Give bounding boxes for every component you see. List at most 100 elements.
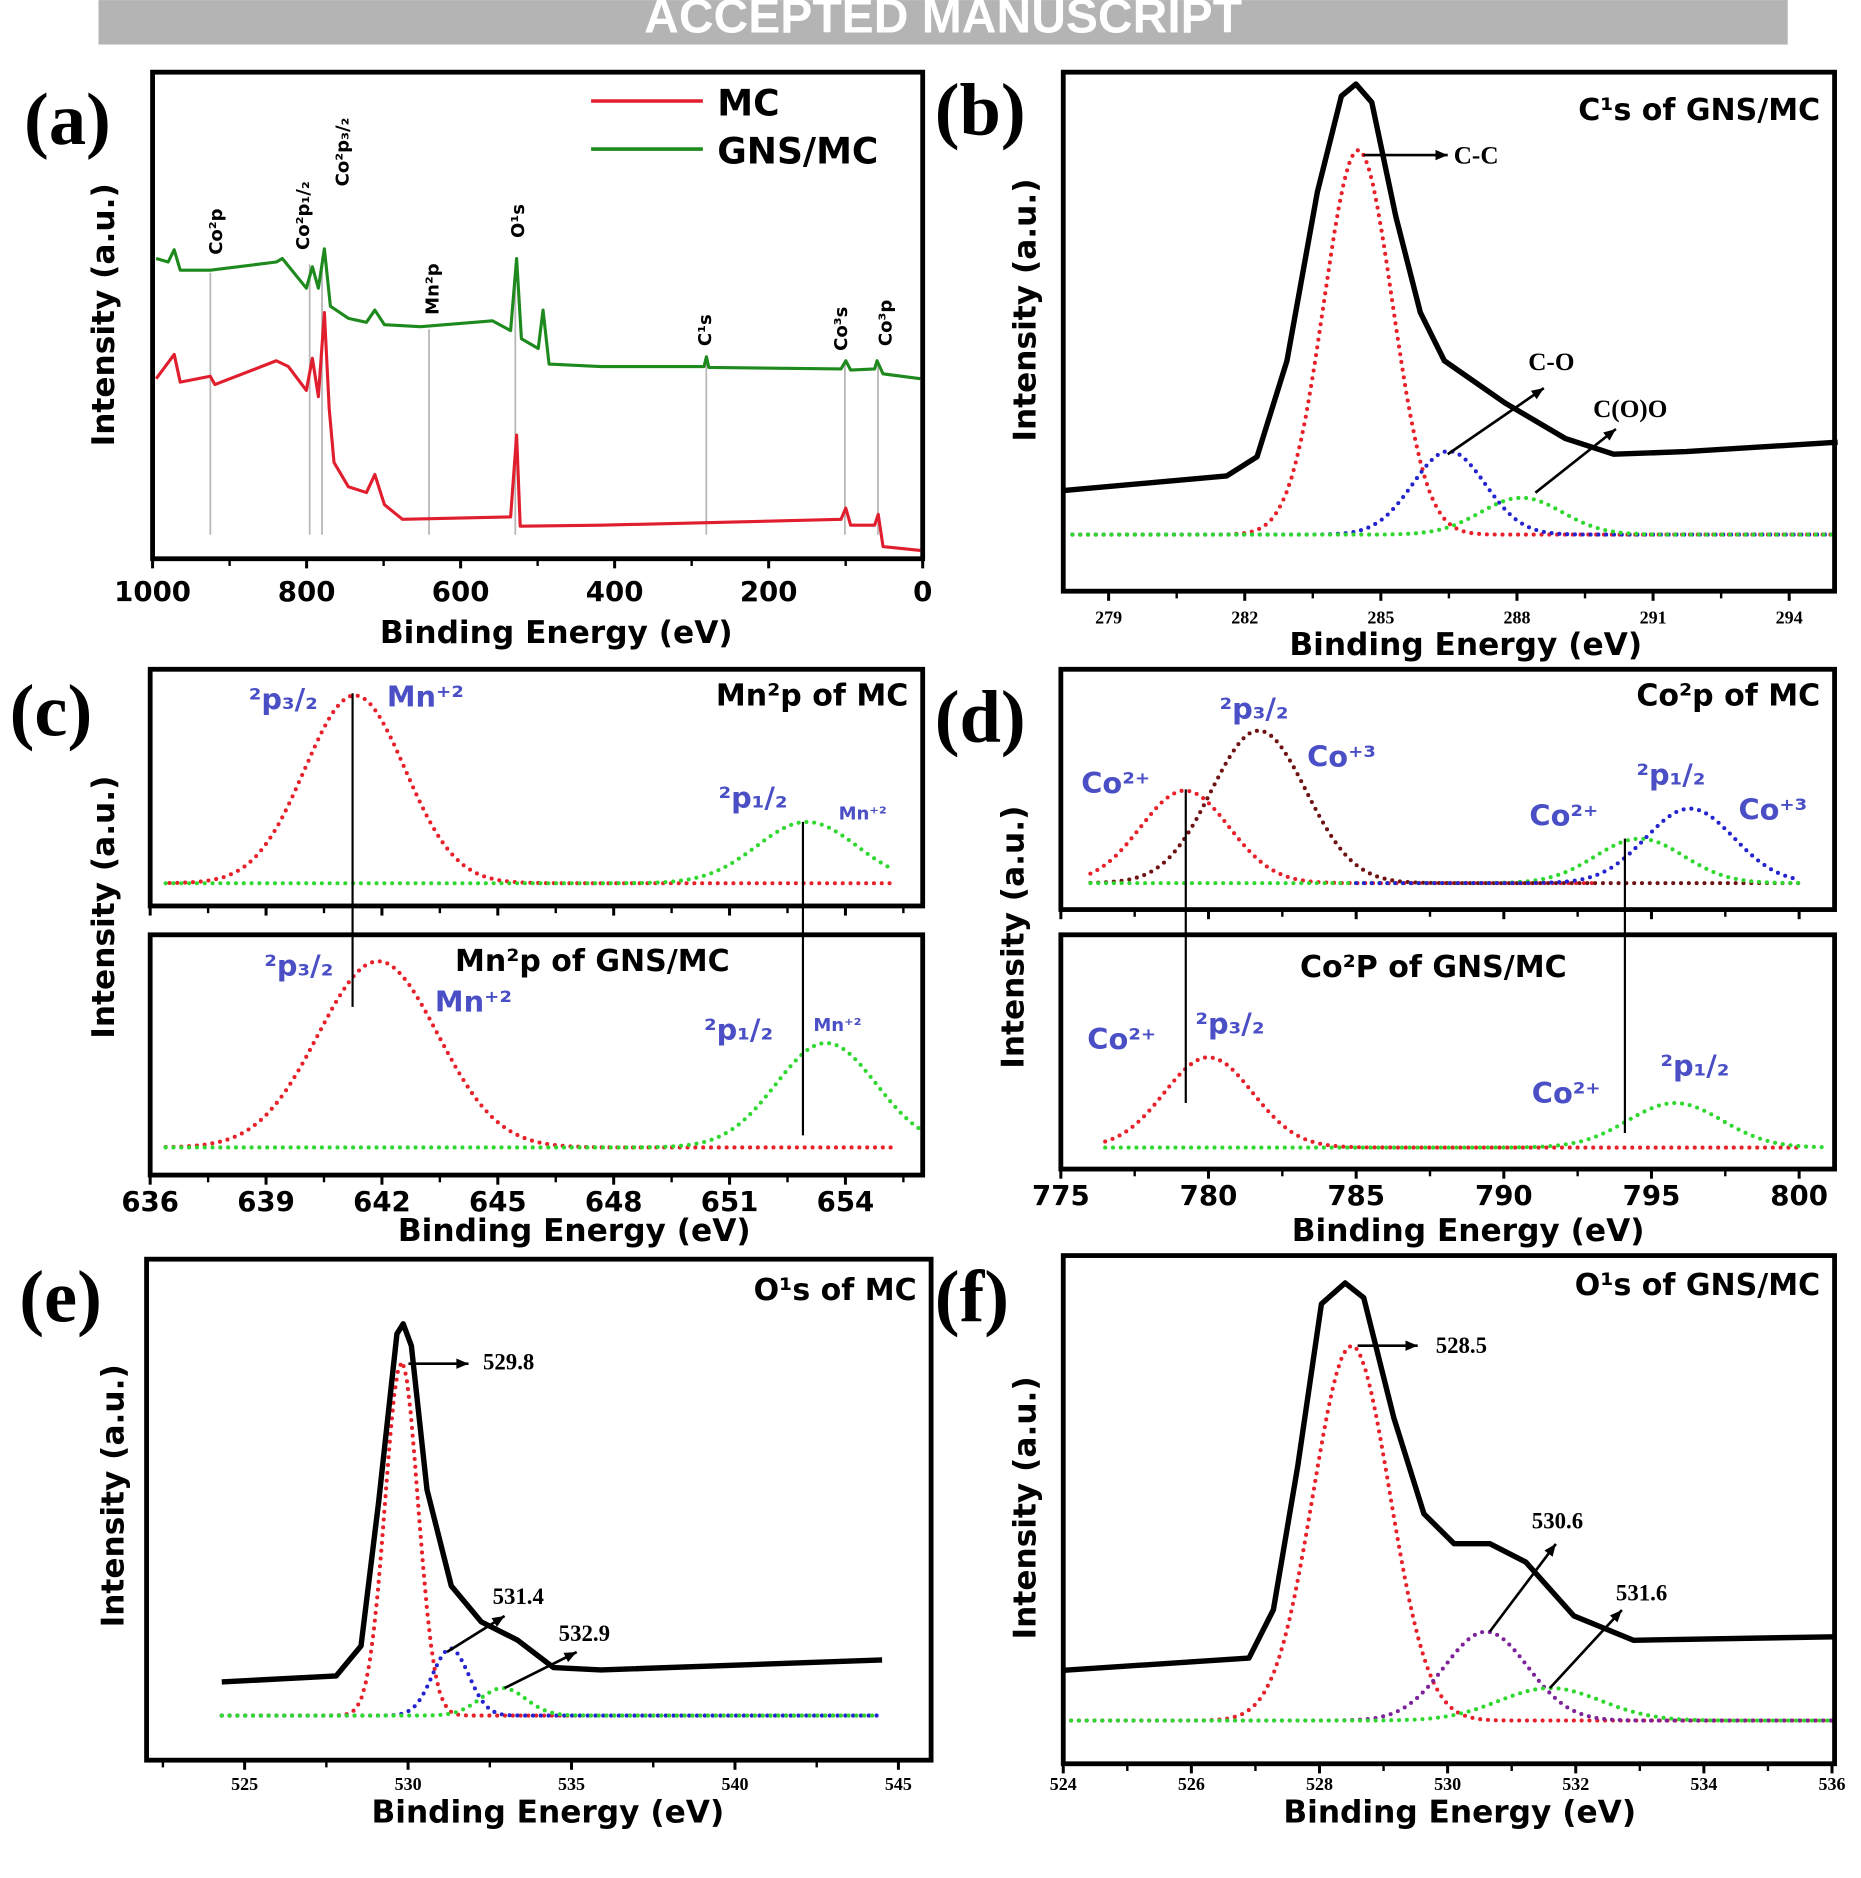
envelope-curve bbox=[1063, 81, 1838, 494]
annotation-arrow bbox=[1446, 387, 1545, 456]
y-axis-label: Intensity (a.u.) bbox=[86, 183, 122, 446]
x-tick-label: 639 bbox=[237, 1185, 295, 1218]
state-label: ²p₁/₂ bbox=[718, 780, 787, 814]
state-label: ²p₁/₂ bbox=[1660, 1048, 1729, 1082]
legend-label: MC bbox=[717, 83, 779, 124]
x-tick-label: 200 bbox=[740, 575, 798, 608]
peak-label: Co²p₁/₂ bbox=[293, 181, 314, 250]
state-label: ²p₁/₂ bbox=[1636, 758, 1705, 792]
x-tick-label: 285 bbox=[1367, 608, 1394, 628]
x-tick-label: 800 bbox=[1770, 1179, 1828, 1212]
component-0-dotted-curve bbox=[167, 693, 894, 886]
x-axis-label: Binding Energy (eV) bbox=[1292, 1213, 1645, 1249]
component-label: 531.4 bbox=[493, 1584, 544, 1609]
annotation-arrow bbox=[1534, 427, 1617, 494]
component-label: 530.6 bbox=[1532, 1508, 1583, 1533]
series-line-gns-mc bbox=[155, 247, 921, 381]
state-label: ²p₁/₂ bbox=[704, 1012, 773, 1046]
x-tick-label: 525 bbox=[231, 1774, 258, 1794]
x-tick-label: 645 bbox=[469, 1185, 527, 1218]
component-1-dotted-curve bbox=[219, 1646, 881, 1718]
plot-frame bbox=[1058, 932, 1837, 1172]
arrow-head bbox=[1405, 1340, 1418, 1351]
component-1-dotted-curve bbox=[163, 819, 894, 886]
plot-frame bbox=[1060, 69, 1837, 594]
x-axis-label: Binding Energy (eV) bbox=[380, 615, 733, 651]
state-label: Mn⁺² bbox=[813, 1015, 861, 1036]
x-tick-label: 651 bbox=[701, 1185, 759, 1218]
component-label: 528.5 bbox=[1436, 1333, 1487, 1358]
plot-title: C¹s of GNS/MC bbox=[1578, 93, 1820, 128]
x-tick-label: 288 bbox=[1503, 608, 1530, 628]
peak-label: Co³p bbox=[875, 300, 896, 346]
panel-e-fit: 525 530 535 540 545 529.8 531.4 532.9 O¹s of MC B… bbox=[19, 1257, 934, 1831]
panel-a-survey: Co²p Co²p₁/₂ Co²p₃/₂ Mn²p O¹s C¹s Co³s Co³p 1000… bbox=[24, 69, 932, 651]
component-2-dotted-curve bbox=[219, 1686, 881, 1718]
component-label: C(O)O bbox=[1593, 396, 1667, 423]
component-label: 529.8 bbox=[483, 1350, 534, 1375]
x-tick-label: 279 bbox=[1095, 608, 1122, 628]
x-tick-label: 534 bbox=[1690, 1774, 1717, 1794]
peak-label: O¹s bbox=[508, 204, 529, 238]
x-tick-label: 400 bbox=[586, 575, 644, 608]
x-tick-label: 600 bbox=[432, 575, 490, 608]
subplot-title: Co²p of MC bbox=[1636, 678, 1820, 713]
y-axis-label: Intensity (a.u.) bbox=[1008, 1376, 1044, 1639]
x-tick-label: 775 bbox=[1032, 1179, 1090, 1212]
subplot-1: 775 780 785 790 795 800 Co²P of GNS/MC Co²⁺ ²p₃/… bbox=[1032, 932, 1837, 1212]
state-label: Mn⁺² bbox=[839, 803, 887, 824]
panel-label-d: (d) bbox=[935, 676, 1026, 758]
arrow-head bbox=[563, 1652, 577, 1663]
annotation-arrow bbox=[1548, 1609, 1623, 1689]
state-label: Co⁺³ bbox=[1307, 740, 1376, 774]
peak-label: Co²p₃/₂ bbox=[332, 118, 353, 187]
legend-label: GNS/MC bbox=[717, 131, 878, 172]
x-axis-label: Binding Energy (eV) bbox=[371, 1795, 724, 1831]
x-tick-label: 648 bbox=[585, 1185, 643, 1218]
arrow-head bbox=[456, 1358, 469, 1369]
state-label: ²p₃/₂ bbox=[1195, 1006, 1264, 1040]
x-tick-label: 1000 bbox=[114, 575, 191, 608]
x-tick-label: 780 bbox=[1180, 1179, 1238, 1212]
component-0-dotted-curve bbox=[1088, 788, 1595, 886]
component-1-dotted-curve bbox=[1061, 1629, 1835, 1723]
subplot-title: Co²P of GNS/MC bbox=[1300, 950, 1567, 985]
y-axis-label: Intensity (a.u.) bbox=[1008, 178, 1044, 441]
x-tick-label: 785 bbox=[1327, 1179, 1385, 1212]
panel-label-a: (a) bbox=[24, 79, 111, 161]
subplot-title: Mn²p of MC bbox=[716, 678, 908, 713]
component-2-dotted-curve bbox=[1070, 495, 1837, 537]
x-tick-label: 795 bbox=[1623, 1179, 1681, 1212]
envelope-curve bbox=[221, 1321, 883, 1685]
panel-label-c: (c) bbox=[10, 670, 93, 752]
x-tick-label: 535 bbox=[558, 1774, 585, 1794]
x-tick-label: 526 bbox=[1178, 1774, 1205, 1794]
x-tick-label: 294 bbox=[1776, 608, 1803, 628]
x-tick-label: 636 bbox=[121, 1185, 179, 1218]
component-0-dotted-curve bbox=[1103, 1055, 1802, 1150]
panel-b-fit: 279 282 285 288 291 294 C-C C-O C(O)O C¹s of GNS/… bbox=[935, 70, 1838, 663]
state-label: Co²⁺ bbox=[1529, 798, 1598, 832]
series-line-mc bbox=[154, 311, 921, 553]
x-tick-label: 528 bbox=[1306, 1774, 1333, 1794]
subplot-title: Mn²p of GNS/MC bbox=[455, 944, 730, 979]
panel-c-stacked: Mn²p of MC ²p₃/₂ Mn⁺² ²p₁/₂ Mn⁺² 636 639 642 645… bbox=[10, 666, 926, 1249]
peak-label: C¹s bbox=[695, 314, 716, 346]
y-axis-label: Intensity (a.u.) bbox=[996, 806, 1032, 1069]
x-tick-label: 282 bbox=[1231, 608, 1258, 628]
annotation-arrow bbox=[504, 1650, 578, 1690]
x-axis-label: Binding Energy (eV) bbox=[1283, 1795, 1636, 1831]
component-label: 532.9 bbox=[559, 1621, 610, 1646]
arrow-head bbox=[1544, 1543, 1556, 1557]
plot-frame bbox=[1058, 666, 1837, 912]
peak-label: Mn²p bbox=[423, 263, 444, 315]
state-label: Mn⁺² bbox=[435, 985, 512, 1019]
plot-frame bbox=[1060, 1253, 1837, 1767]
subplot-0: Mn²p of MC ²p₃/₂ Mn⁺² ²p₁/₂ Mn⁺² bbox=[147, 666, 926, 916]
x-tick-label: 532 bbox=[1562, 1774, 1589, 1794]
component-label: C-O bbox=[1528, 349, 1574, 376]
component-2-dotted-curve bbox=[1061, 1686, 1835, 1723]
x-tick-label: 536 bbox=[1818, 1774, 1845, 1794]
component-label: C-C bbox=[1454, 142, 1499, 169]
